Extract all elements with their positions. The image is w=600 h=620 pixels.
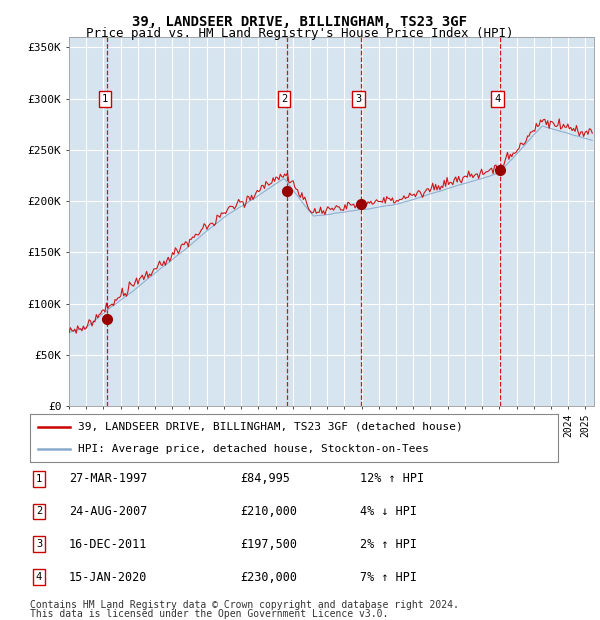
Text: 4% ↓ HPI: 4% ↓ HPI	[360, 505, 417, 518]
Text: 15-JAN-2020: 15-JAN-2020	[69, 571, 148, 583]
Text: 1: 1	[36, 474, 42, 484]
Text: 7% ↑ HPI: 7% ↑ HPI	[360, 571, 417, 583]
Text: 3: 3	[355, 94, 361, 104]
Text: 2: 2	[281, 94, 287, 104]
Text: 2% ↑ HPI: 2% ↑ HPI	[360, 538, 417, 551]
Text: 1: 1	[101, 94, 108, 104]
Text: £230,000: £230,000	[240, 571, 297, 583]
Text: HPI: Average price, detached house, Stockton-on-Tees: HPI: Average price, detached house, Stoc…	[77, 444, 428, 454]
Text: 2: 2	[36, 507, 42, 516]
Text: 16-DEC-2011: 16-DEC-2011	[69, 538, 148, 551]
Text: 27-MAR-1997: 27-MAR-1997	[69, 472, 148, 485]
Text: £210,000: £210,000	[240, 505, 297, 518]
Text: Contains HM Land Registry data © Crown copyright and database right 2024.: Contains HM Land Registry data © Crown c…	[30, 600, 459, 609]
Text: £197,500: £197,500	[240, 538, 297, 551]
Text: 24-AUG-2007: 24-AUG-2007	[69, 505, 148, 518]
Text: This data is licensed under the Open Government Licence v3.0.: This data is licensed under the Open Gov…	[30, 609, 388, 619]
Text: 4: 4	[36, 572, 42, 582]
Text: Price paid vs. HM Land Registry's House Price Index (HPI): Price paid vs. HM Land Registry's House …	[86, 27, 514, 40]
Text: 39, LANDSEER DRIVE, BILLINGHAM, TS23 3GF: 39, LANDSEER DRIVE, BILLINGHAM, TS23 3GF	[133, 16, 467, 30]
Text: 3: 3	[36, 539, 42, 549]
Text: £84,995: £84,995	[240, 472, 290, 485]
Text: 39, LANDSEER DRIVE, BILLINGHAM, TS23 3GF (detached house): 39, LANDSEER DRIVE, BILLINGHAM, TS23 3GF…	[77, 422, 462, 432]
Text: 4: 4	[494, 94, 500, 104]
Text: 12% ↑ HPI: 12% ↑ HPI	[360, 472, 424, 485]
